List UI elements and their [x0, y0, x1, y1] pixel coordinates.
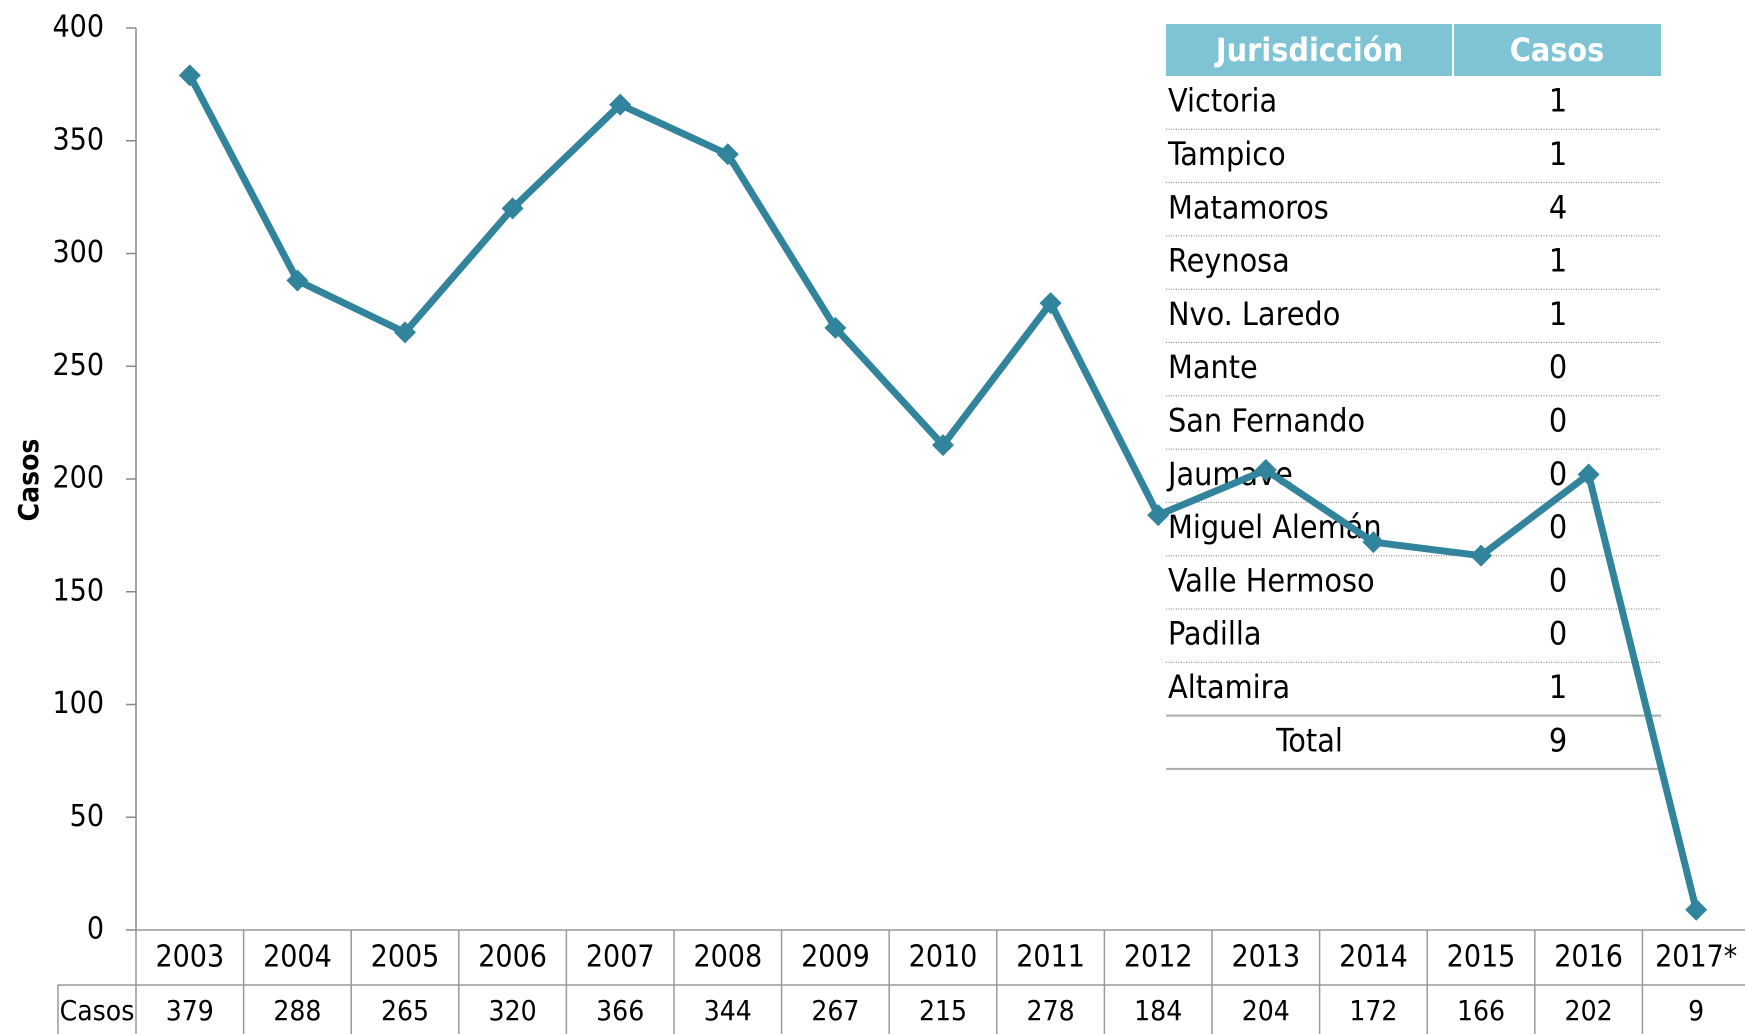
y-tick-label: 400: [52, 10, 104, 45]
table-header-bg: [1454, 24, 1661, 76]
table-cell: Tampico: [1167, 135, 1286, 173]
table-cell: 0: [1549, 508, 1567, 546]
y-tick-label: 0: [87, 912, 104, 947]
x-tick-label: 2005: [371, 940, 440, 975]
table-cell: Altamira: [1168, 668, 1290, 706]
table-value: 278: [1027, 994, 1075, 1027]
table-cell: Victoria: [1168, 82, 1277, 120]
y-tick-label: 350: [52, 122, 104, 157]
table-value: 267: [811, 994, 859, 1027]
table-cell: 0: [1549, 561, 1567, 599]
table-cell: 0: [1549, 348, 1567, 386]
data-line: [186, 73, 1700, 911]
table-total-label: Total: [1275, 721, 1343, 759]
table-value: 366: [596, 994, 644, 1027]
table-value: 172: [1349, 994, 1397, 1027]
table-cell: Nvo. Laredo: [1168, 295, 1340, 333]
y-tick-label: 50: [70, 799, 104, 834]
table-value: 9: [1688, 994, 1704, 1027]
y-axis-label: Casos: [12, 439, 45, 522]
data-point: [501, 197, 524, 220]
table-cell: 0: [1549, 615, 1567, 653]
table-header: Jurisdicción: [1214, 31, 1403, 69]
table-value: 344: [704, 994, 752, 1027]
table-cell: 4: [1549, 188, 1567, 226]
x-tick-label: 2016: [1554, 940, 1623, 975]
table-cell: Reynosa: [1168, 242, 1290, 280]
x-tick-label: 2013: [1231, 940, 1300, 975]
table-cell: 1: [1549, 242, 1567, 280]
table-cell: Mante: [1168, 348, 1258, 386]
table-total-value: 9: [1549, 721, 1567, 759]
table-cell: Valle Hermoso: [1168, 561, 1375, 599]
table-cell: 0: [1549, 401, 1567, 439]
table-value: 184: [1134, 994, 1182, 1027]
y-tick-label: 200: [52, 461, 104, 496]
table-value: 166: [1457, 994, 1505, 1027]
x-tick-label: 2012: [1124, 940, 1193, 975]
x-tick-label: 2017*: [1655, 940, 1737, 975]
table-cell: Padilla: [1168, 615, 1261, 653]
x-tick-label: 2006: [478, 940, 547, 975]
data-point: [609, 93, 632, 116]
table-value: 202: [1565, 994, 1613, 1027]
table-cell: 1: [1549, 295, 1567, 333]
x-tick-label: 2010: [909, 940, 978, 975]
table-cell: Matamoros: [1168, 188, 1329, 226]
table-cell: 1: [1549, 668, 1567, 706]
x-tick-label: 2009: [801, 940, 870, 975]
table-value: 265: [381, 994, 429, 1027]
y-tick-label: 150: [52, 573, 104, 608]
table-cell: 1: [1549, 135, 1567, 173]
x-tick-label: 2008: [693, 940, 762, 975]
y-tick-label: 250: [52, 348, 104, 383]
table-row-label: Casos: [60, 994, 135, 1027]
data-point: [932, 434, 954, 457]
table-value: 379: [166, 994, 214, 1027]
x-tick-label: 2004: [263, 940, 332, 975]
table-value: 204: [1242, 994, 1290, 1027]
x-tick-label: 2015: [1447, 940, 1516, 975]
data-point: [178, 64, 201, 87]
table-value: 320: [489, 994, 537, 1027]
y-tick-label: 100: [52, 686, 104, 721]
data-point: [824, 316, 847, 339]
x-tick-label: 2003: [155, 940, 224, 975]
data-point: [394, 321, 416, 344]
data-point: [1039, 292, 1062, 315]
table-value: 215: [919, 994, 967, 1027]
table-cell: 1: [1549, 82, 1567, 120]
data-point: [286, 269, 309, 292]
data-point: [1577, 463, 1600, 486]
table-cell: San Fernando: [1168, 401, 1365, 439]
table-header-bg: [1166, 24, 1452, 76]
data-point: [1685, 898, 1708, 921]
x-tick-label: 2011: [1016, 940, 1085, 975]
x-tick-label: 2014: [1339, 940, 1408, 975]
y-tick-label: 300: [52, 235, 104, 270]
table-header: Casos: [1510, 31, 1605, 69]
data-point: [716, 143, 739, 166]
data-point: [1254, 458, 1277, 481]
data-point: [1147, 504, 1170, 527]
table-cell: 0: [1549, 455, 1567, 493]
table-value: 288: [273, 994, 321, 1027]
x-tick-label: 2007: [586, 940, 655, 975]
data-point: [1470, 544, 1492, 567]
data-point: [1362, 531, 1385, 554]
